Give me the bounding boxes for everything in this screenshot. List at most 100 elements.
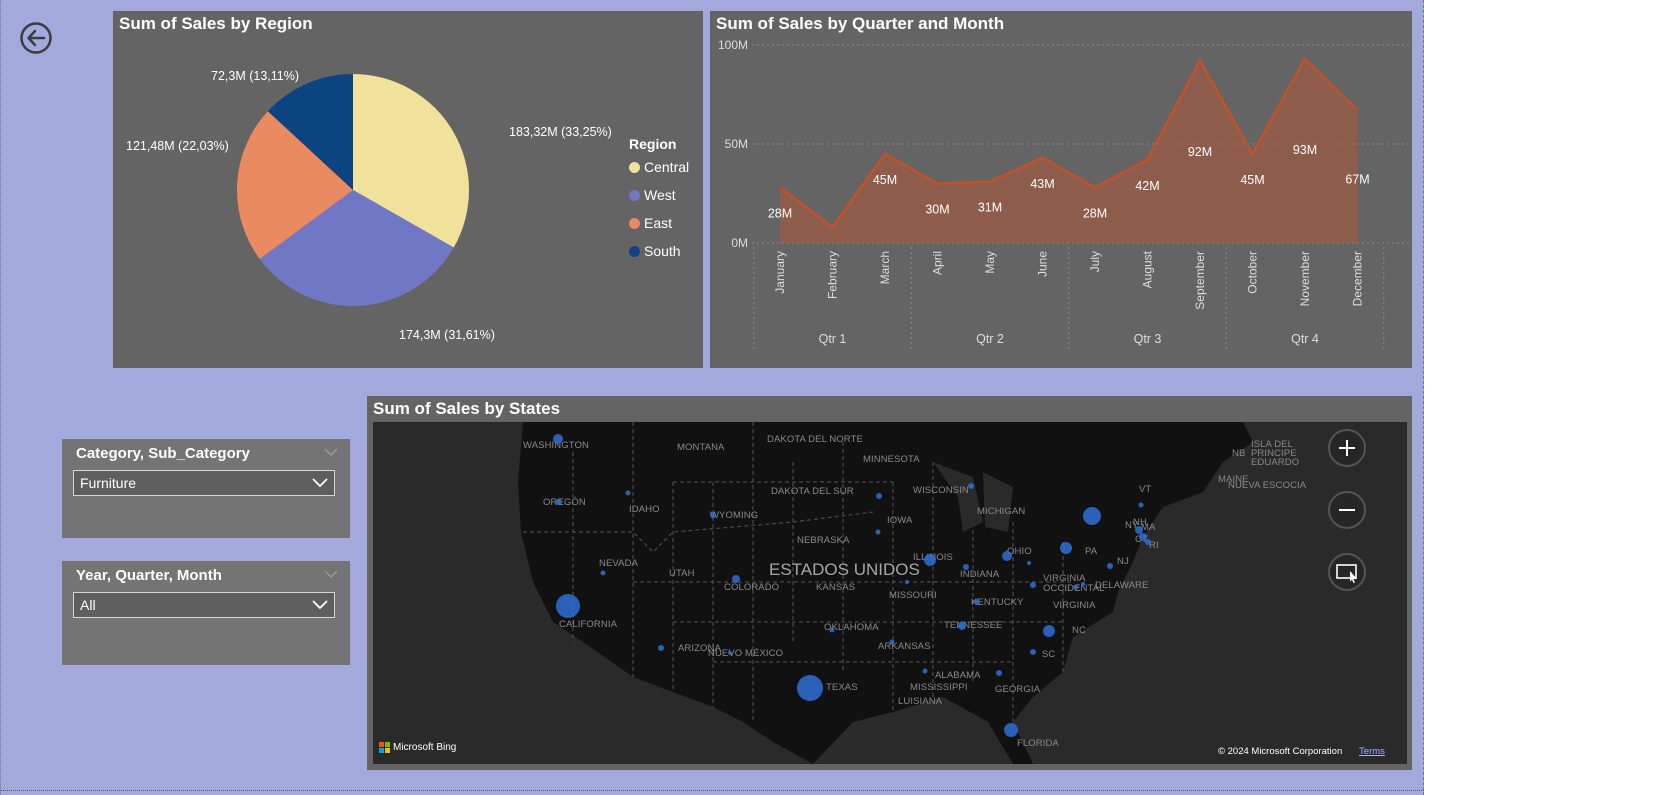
sales-bubble[interactable]: [1081, 582, 1085, 586]
sales-bubble[interactable]: [600, 570, 606, 576]
sales-bubble[interactable]: [1135, 526, 1143, 534]
chevron-down-icon[interactable]: [324, 447, 338, 457]
sales-bubble[interactable]: [1030, 649, 1036, 655]
category-dropdown[interactable]: Furniture: [73, 470, 335, 496]
sales-bubble[interactable]: [1073, 584, 1079, 590]
state-label: IOWA: [887, 515, 913, 526]
quarter-label: Qtr 3: [1134, 332, 1162, 346]
state-label: ARKANSAS: [878, 641, 931, 652]
month-label: July: [1088, 251, 1102, 272]
category-slicer-title: Category, Sub_Category: [76, 445, 250, 462]
state-label: NUEVA ESCOCIA: [1228, 480, 1307, 491]
sales-line[interactable]: [779, 56, 1359, 229]
minus-icon: [1339, 509, 1355, 511]
back-arrow-icon[interactable]: [19, 21, 53, 55]
month-label: April: [931, 251, 945, 275]
map-bubbles: [553, 434, 1151, 737]
state-label: VT: [1139, 484, 1152, 495]
data-label: 45M: [873, 173, 897, 187]
select-area-button[interactable]: [1328, 553, 1366, 591]
sales-bubble[interactable]: [710, 512, 716, 518]
map-visual[interactable]: Sum of Sales by States WASHINGTON MONTANA…: [367, 396, 1412, 770]
legend-item-central[interactable]: Central: [629, 159, 689, 175]
sales-bubble[interactable]: [829, 627, 835, 633]
pie-slice-central[interactable]: [353, 74, 470, 248]
state-label: VIRGINIA OCCIDENTAL: [1043, 573, 1105, 594]
state-label: NEVADA: [599, 558, 638, 569]
bing-label: Microsoft Bing: [393, 742, 457, 753]
zoom-in-button[interactable]: [1328, 429, 1366, 467]
sales-area[interactable]: [780, 58, 1358, 243]
sales-bubble[interactable]: [905, 580, 909, 584]
map-canvas[interactable]: WASHINGTON MONTANA DAKOTA DEL NORTE MINNESO…: [373, 422, 1407, 764]
sales-bubble[interactable]: [876, 493, 882, 499]
pie-slice-west[interactable]: [259, 190, 454, 307]
sales-bubble[interactable]: [625, 490, 631, 496]
sales-bubble[interactable]: [924, 554, 936, 566]
data-label: 92M: [1188, 145, 1212, 159]
sales-bubble[interactable]: [658, 645, 664, 651]
sales-bubble[interactable]: [1030, 582, 1036, 588]
area-chart-visual[interactable]: Sum of Sales by Quarter and Month 100M 50…: [710, 11, 1412, 368]
pie-legend-title: Region: [629, 136, 677, 152]
state-label: GEORGIA: [995, 684, 1041, 695]
legend-label: West: [644, 187, 676, 203]
month-label: June: [1036, 251, 1050, 277]
data-label: 43M: [1030, 177, 1054, 191]
sales-bubble[interactable]: [922, 668, 928, 674]
date-dropdown[interactable]: All: [73, 592, 335, 618]
data-label: 67M: [1345, 172, 1369, 186]
legend-item-west[interactable]: West: [629, 187, 676, 203]
sales-bubble[interactable]: [875, 529, 881, 535]
pie-chart-visual[interactable]: Sum of Sales by Region 183,32M (33,25%) …: [113, 11, 703, 368]
data-label: 45M: [1240, 173, 1264, 187]
sales-bubble[interactable]: [1060, 542, 1072, 554]
sales-bubble[interactable]: [958, 622, 966, 630]
sales-bubble[interactable]: [1107, 563, 1113, 569]
sales-bubble[interactable]: [968, 483, 974, 489]
pie-slice-south[interactable]: [267, 74, 353, 190]
sales-bubble[interactable]: [889, 639, 895, 645]
sales-bubble[interactable]: [797, 675, 823, 701]
sales-bubble[interactable]: [556, 594, 580, 618]
date-dropdown-value: All: [80, 597, 96, 613]
state-label: MA: [1141, 522, 1156, 533]
month-label: February: [826, 251, 840, 299]
sales-bubble[interactable]: [1083, 507, 1101, 525]
sales-bubble[interactable]: [732, 575, 740, 583]
state-label: LUISIANA: [898, 696, 943, 707]
category-dropdown-value: Furniture: [80, 475, 137, 491]
sales-bubble[interactable]: [553, 434, 563, 444]
sales-bubble[interactable]: [1138, 502, 1144, 508]
sales-bubble[interactable]: [1027, 561, 1031, 565]
legend-item-south[interactable]: South: [629, 243, 681, 259]
state-label: FLORIDA: [1017, 738, 1059, 749]
state-label: NB: [1232, 448, 1246, 459]
sales-bubble[interactable]: [1145, 539, 1151, 545]
sales-bubble[interactable]: [556, 499, 562, 505]
pie-slice-east[interactable]: [237, 111, 353, 260]
zoom-out-button[interactable]: [1328, 491, 1366, 529]
chevron-down-icon[interactable]: [324, 569, 338, 579]
sales-bubble[interactable]: [996, 670, 1002, 676]
sales-bubble[interactable]: [728, 651, 732, 655]
sales-bubble[interactable]: [963, 564, 969, 570]
state-label: NJ: [1117, 556, 1129, 567]
sales-bubble[interactable]: [1004, 723, 1018, 737]
quarter-label: Qtr 1: [819, 332, 847, 346]
data-label: 31M: [978, 201, 1002, 215]
state-label: NH: [1133, 517, 1147, 528]
terms-link[interactable]: Terms: [1359, 746, 1385, 757]
sales-bubble[interactable]: [1043, 625, 1055, 637]
area-chart: 100M 50M 0M 28M 45M 30M 31M 43M 28M 42M 92M 45M 93M 6…: [718, 38, 1410, 351]
state-label: ARIZONA: [678, 643, 721, 654]
sales-bubble[interactable]: [1002, 551, 1012, 561]
date-slicer[interactable]: Year, Quarter, Month All: [62, 561, 350, 665]
category-slicer[interactable]: Category, Sub_Category Furniture: [62, 439, 350, 538]
sales-bubble[interactable]: [1139, 533, 1147, 541]
month-label: May: [983, 251, 997, 274]
sales-bubble[interactable]: [974, 599, 980, 605]
legend-item-east[interactable]: East: [629, 215, 672, 231]
select-area-icon: [1336, 564, 1357, 583]
legend-label: Central: [644, 159, 690, 175]
